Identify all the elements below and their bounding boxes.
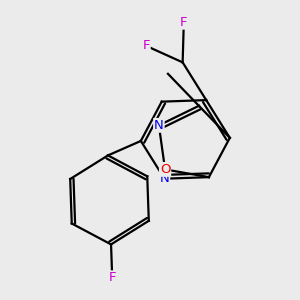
Text: F: F (180, 16, 188, 29)
Text: O: O (160, 163, 170, 176)
Text: N: N (154, 119, 164, 132)
Text: F: F (109, 271, 116, 284)
Text: F: F (142, 39, 150, 52)
Text: N: N (160, 172, 169, 185)
